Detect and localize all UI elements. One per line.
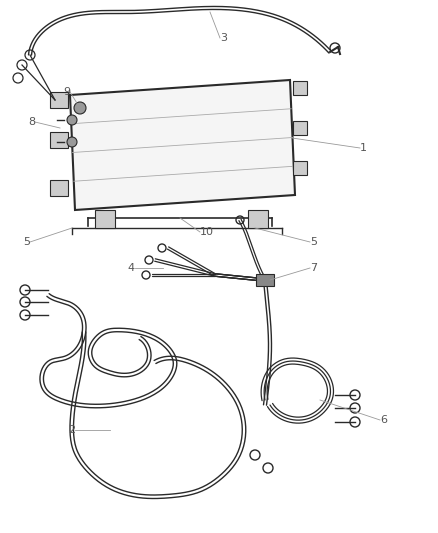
Bar: [248, 210, 268, 228]
Text: 7: 7: [310, 263, 317, 273]
Bar: [293, 161, 307, 175]
Text: 9: 9: [63, 87, 70, 97]
Bar: [50, 132, 68, 148]
Text: 8: 8: [28, 117, 35, 127]
Bar: [50, 180, 68, 196]
Text: 2: 2: [68, 425, 75, 435]
Text: 3: 3: [220, 33, 227, 43]
Bar: [256, 274, 274, 286]
Text: 1: 1: [360, 143, 367, 153]
Text: 6: 6: [380, 415, 387, 425]
Text: 5: 5: [310, 237, 317, 247]
Polygon shape: [70, 80, 295, 210]
Circle shape: [67, 137, 77, 147]
Bar: [293, 81, 307, 95]
Circle shape: [74, 102, 86, 114]
Text: 4: 4: [128, 263, 135, 273]
Bar: [95, 210, 115, 228]
Bar: [50, 92, 68, 108]
Circle shape: [67, 115, 77, 125]
Text: 5: 5: [23, 237, 30, 247]
Text: 10: 10: [200, 227, 214, 237]
Bar: [293, 121, 307, 135]
